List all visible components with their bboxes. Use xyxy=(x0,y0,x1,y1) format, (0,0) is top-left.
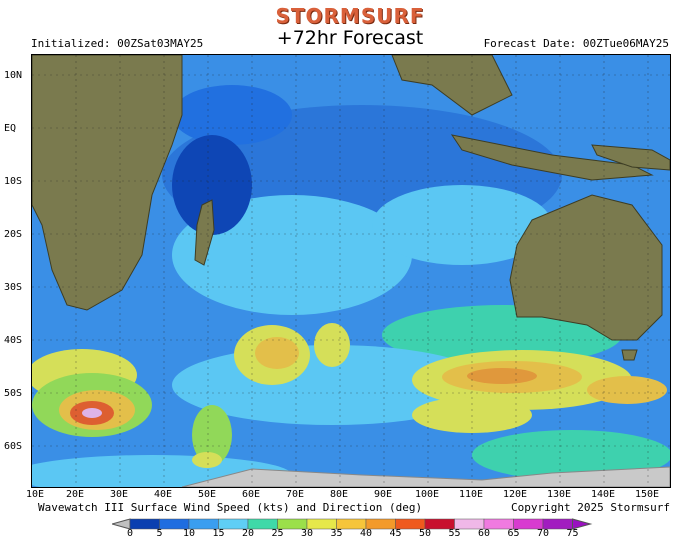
initialized-time: Initialized: 00ZSat03MAY25 xyxy=(31,37,204,50)
lon-label-20e: 20E xyxy=(65,489,85,500)
lon-label-50e: 50E xyxy=(197,489,217,500)
scale-tick-label: 10 xyxy=(182,528,196,539)
lat-label-30s: 30S xyxy=(4,282,23,293)
lon-label-30e: 30E xyxy=(109,489,129,500)
new-guinea xyxy=(591,144,670,171)
scale-tick-label: 30 xyxy=(300,528,314,539)
indonesia xyxy=(450,134,654,181)
scale-tick-label: 75 xyxy=(566,528,579,539)
scale-tick-label: 20 xyxy=(241,528,255,539)
scale-swatch xyxy=(129,518,160,530)
africa xyxy=(32,55,183,311)
scale-tick-label: 55 xyxy=(448,528,461,539)
lon-label-140e: 140E xyxy=(590,489,616,500)
wind-speed-map xyxy=(31,54,671,488)
forecast-title: +72hr Forecast xyxy=(276,27,424,49)
forecast-date: Forecast Date: 00ZTue06MAY25 xyxy=(483,37,669,50)
lat-label-10s: 10S xyxy=(4,176,23,187)
scale-max-arrow xyxy=(572,518,593,530)
scale-tick-label: 35 xyxy=(330,528,343,539)
lon-label-120e: 120E xyxy=(502,489,528,500)
lon-label-10e: 10E xyxy=(25,489,45,500)
graticule xyxy=(32,55,670,487)
scale-tick-label: 25 xyxy=(271,528,284,539)
wind-speed-color-scale xyxy=(110,515,608,534)
scale-tick-label: 50 xyxy=(418,528,432,539)
lon-label-110e: 110E xyxy=(458,489,484,500)
tasmania xyxy=(621,349,638,361)
lon-label-150e: 150E xyxy=(634,489,660,500)
antarctica-edge xyxy=(181,466,670,487)
lat-label-20s: 20S xyxy=(4,229,23,240)
stormsurf-logo: STORMSURF xyxy=(275,4,425,28)
lat-label-10n: 10N xyxy=(4,70,23,81)
lat-label-40s: 40S xyxy=(4,335,23,346)
scale-tick-label: 45 xyxy=(389,528,402,539)
scale-tick-label: 40 xyxy=(359,528,373,539)
lon-label-100e: 100E xyxy=(414,489,440,500)
lat-label-60s: 60S xyxy=(4,441,23,452)
scale-tick-label: 15 xyxy=(212,528,225,539)
lon-label-80e: 80E xyxy=(329,489,349,500)
scale-tick-label: 60 xyxy=(477,528,491,539)
lon-label-90e: 90E xyxy=(373,489,393,500)
copyright-text: Copyright 2025 Stormsurf xyxy=(511,501,670,514)
scale-tick-label: 65 xyxy=(507,528,520,539)
lon-label-130e: 130E xyxy=(546,489,572,500)
lat-label-eq: EQ xyxy=(4,123,17,134)
color-scale-bar xyxy=(110,518,593,530)
madagascar xyxy=(194,199,215,266)
lon-label-40e: 40E xyxy=(153,489,173,500)
lat-label-50s: 50S xyxy=(4,388,23,399)
map-canvas xyxy=(32,55,670,487)
land-masses xyxy=(32,55,670,487)
map-description: Wavewatch III Surface Wind Speed (kts) a… xyxy=(38,501,423,514)
scale-tick-label: 70 xyxy=(536,528,550,539)
australia xyxy=(509,194,663,341)
lon-label-60e: 60E xyxy=(241,489,261,500)
scale-tick-label: 0 xyxy=(126,528,134,539)
scale-tick-label: 5 xyxy=(156,528,163,539)
lon-label-70e: 70E xyxy=(285,489,305,500)
